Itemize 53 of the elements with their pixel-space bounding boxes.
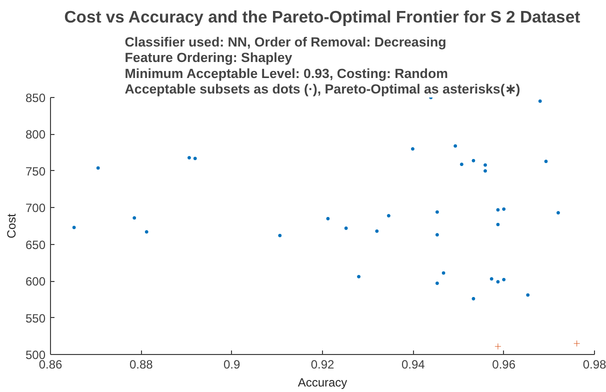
point bbox=[496, 222, 500, 226]
x-tick-label: 0.92 bbox=[310, 358, 335, 372]
y-tick-label: 650 bbox=[25, 238, 46, 252]
y-tick-label: 750 bbox=[25, 164, 46, 178]
point bbox=[472, 296, 476, 300]
y-tick-label: 800 bbox=[25, 128, 46, 142]
y-tick-label: 600 bbox=[25, 274, 46, 289]
point bbox=[442, 271, 446, 275]
x-tick-label: 0.98 bbox=[582, 358, 606, 372]
point bbox=[494, 343, 502, 350]
point bbox=[144, 230, 148, 234]
y-tick-label: 700 bbox=[25, 201, 46, 216]
point bbox=[496, 208, 500, 212]
point bbox=[278, 234, 282, 238]
point bbox=[72, 226, 76, 230]
chart-title: Cost vs Accuracy and the Pareto-Optimal Frontier for S 2 Dataset bbox=[64, 8, 581, 26]
x-tick-label: 0.96 bbox=[492, 358, 516, 372]
point bbox=[132, 216, 136, 220]
point bbox=[435, 210, 439, 214]
point bbox=[410, 147, 414, 151]
point bbox=[326, 216, 330, 220]
y-tick-label: 550 bbox=[25, 311, 46, 326]
chart-subtitle: Classifier used: NN, Order of Removal: Decreasing Feature Ordering: Shapley Minimum Acceptable Level: 0.93, Costing: Random Acceptable subsets as dots (·), Pareto-Optimal as asterisks(∗) bbox=[124, 34, 520, 96]
x-tick-label: 0.86 bbox=[38, 358, 63, 372]
point bbox=[496, 280, 500, 284]
point bbox=[538, 99, 542, 103]
point bbox=[454, 144, 458, 148]
point bbox=[544, 160, 548, 164]
point bbox=[526, 293, 530, 297]
y-tick-label: 850 bbox=[25, 91, 46, 105]
point bbox=[574, 340, 580, 347]
point bbox=[483, 163, 487, 167]
point bbox=[96, 166, 100, 170]
point bbox=[472, 158, 476, 162]
point bbox=[435, 233, 439, 237]
point bbox=[460, 162, 464, 166]
x-tick-label: 0.9 bbox=[223, 358, 240, 372]
point bbox=[375, 229, 379, 233]
point bbox=[502, 207, 506, 211]
point bbox=[386, 214, 390, 218]
point bbox=[357, 274, 361, 278]
x-tick-label: 0.94 bbox=[401, 358, 426, 372]
point bbox=[193, 156, 197, 160]
point bbox=[556, 211, 560, 215]
point bbox=[490, 277, 494, 281]
x-axis-title: Accuracy bbox=[298, 376, 348, 390]
point bbox=[502, 278, 506, 282]
y-axis-title: Cost bbox=[4, 212, 18, 238]
point bbox=[483, 169, 487, 173]
x-tick-label: 0.88 bbox=[129, 358, 154, 372]
point bbox=[187, 156, 191, 160]
point bbox=[435, 282, 439, 286]
point bbox=[344, 226, 348, 230]
